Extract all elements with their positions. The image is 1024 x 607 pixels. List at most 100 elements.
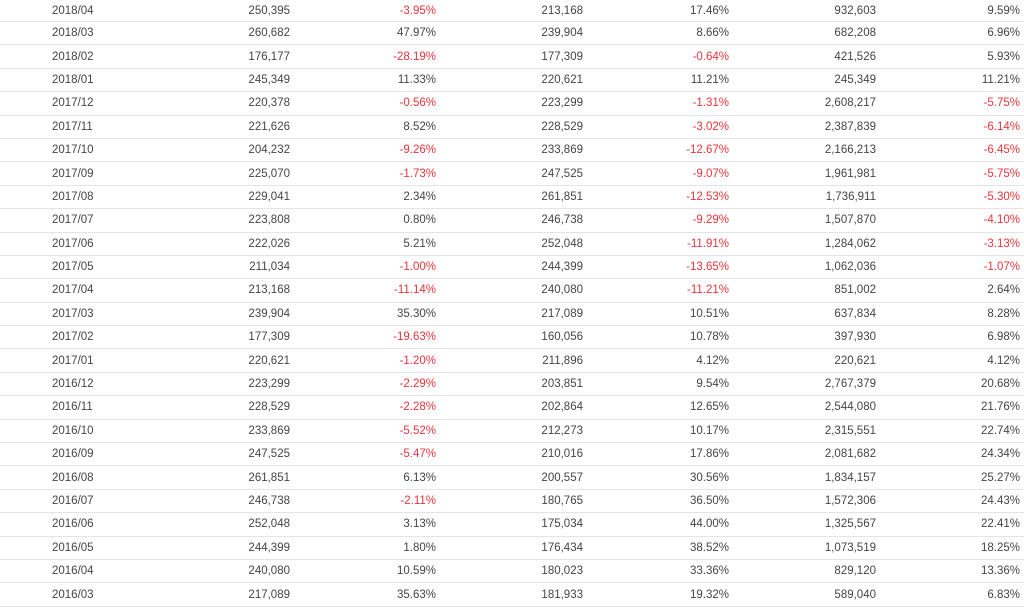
change-cell: -1.00% xyxy=(399,261,436,274)
value-cell: 260,682 xyxy=(248,27,290,40)
prior-value-cell: 177,309 xyxy=(541,50,583,63)
period-cell: 2016/08 xyxy=(52,471,94,484)
period-cell: 2017/04 xyxy=(52,284,94,297)
period-cell: 2016/10 xyxy=(52,424,94,437)
prior-value-cell: 200,557 xyxy=(541,471,583,484)
cumulative-change-cell: 20.68% xyxy=(980,378,1020,391)
change-cell: -0.56% xyxy=(399,97,436,110)
value-cell: 246,738 xyxy=(248,495,290,507)
cumulative-change-cell: -6.14% xyxy=(983,120,1020,133)
cumulative-change-cell: 25.27% xyxy=(980,471,1020,484)
yoy-change-cell: 10.78% xyxy=(689,331,729,344)
table-row: 2016/07 246,738 -2.11% 180,765 36.50% 1,572,3… xyxy=(0,490,1024,514)
prior-value-cell: 217,089 xyxy=(541,307,583,320)
period-cell: 2016/11 xyxy=(52,401,93,414)
value-cell: 211,034 xyxy=(249,261,290,274)
cumulative-change-cell: -1.07% xyxy=(983,261,1020,274)
value-cell: 222,026 xyxy=(248,237,290,250)
period-cell: 2017/08 xyxy=(52,190,94,203)
change-cell: -3.95% xyxy=(399,4,436,17)
change-cell: -5.52% xyxy=(399,424,436,437)
prior-value-cell: 160,056 xyxy=(541,331,583,344)
prior-value-cell: 233,869 xyxy=(541,144,583,157)
value-cell: 225,070 xyxy=(248,167,290,180)
table-row: 2017/02 177,309 -19.63% 160,056 10.78% 397,93… xyxy=(0,326,1024,350)
prior-value-cell: 223,299 xyxy=(541,97,583,110)
table-row: 2018/01 245,349 11.33% 220,621 11.21% 245,349… xyxy=(0,69,1024,93)
yoy-change-cell: 33.36% xyxy=(689,565,729,578)
period-cell: 2018/02 xyxy=(52,50,94,63)
table-row: 2017/03 239,904 35.30% 217,089 10.51% 637,834… xyxy=(0,303,1024,327)
prior-value-cell: 213,168 xyxy=(541,4,583,17)
value-cell: 252,048 xyxy=(248,518,290,531)
change-cell: 47.97% xyxy=(396,27,436,40)
change-cell: 11.33% xyxy=(397,73,436,86)
prior-value-cell: 252,048 xyxy=(541,237,583,250)
yoy-change-cell: 17.86% xyxy=(689,448,729,461)
prior-value-cell: 228,529 xyxy=(541,120,583,133)
cumulative-change-cell: -4.10% xyxy=(983,214,1020,227)
cumulative-change-cell: 13.36% xyxy=(980,565,1020,578)
change-cell: 1.80% xyxy=(403,541,436,554)
prior-value-cell: 176,434 xyxy=(541,541,583,554)
table-row: 2017/09 225,070 -1.73% 247,525 -9.07% 1,961,9… xyxy=(0,162,1024,186)
table-row: 2018/03 260,682 47.97% 239,904 8.66% 682,208 6… xyxy=(0,22,1024,46)
period-cell: 2017/11 xyxy=(52,120,93,133)
prior-value-cell: 211,896 xyxy=(542,354,583,367)
table-row: 2016/09 247,525 -5.47% 210,016 17.86% 2,081,6… xyxy=(0,443,1024,467)
cumulative-change-cell: 2.64% xyxy=(987,284,1020,297)
cumulative-change-cell: -3.13% xyxy=(983,237,1020,250)
period-cell: 2018/04 xyxy=(52,4,94,17)
table-row: 2017/08 229,041 2.34% 261,851 -12.53% 1,736,9… xyxy=(0,186,1024,210)
value-cell: 221,626 xyxy=(248,120,290,133)
value-cell: 228,529 xyxy=(248,401,290,414)
cumulative-change-cell: -5.30% xyxy=(983,190,1020,203)
period-cell: 2017/05 xyxy=(52,261,94,274)
cumulative-change-cell: 24.34% xyxy=(980,448,1020,461)
period-cell: 2016/07 xyxy=(52,495,94,507)
cumulative-change-cell: 4.12% xyxy=(987,354,1020,367)
period-cell: 2016/06 xyxy=(52,518,94,531)
yoy-change-cell: -12.67% xyxy=(686,144,729,157)
table-row: 2016/12 223,299 -2.29% 203,851 9.54% 2,767,37… xyxy=(0,373,1024,397)
value-cell: 223,808 xyxy=(248,214,290,227)
yoy-change-cell: 10.51% xyxy=(689,307,729,320)
cumulative-change-cell: 22.41% xyxy=(980,518,1020,531)
period-cell: 2018/03 xyxy=(52,27,94,40)
prior-value-cell: 210,016 xyxy=(541,448,583,461)
cumulative-cell: 1,736,911 xyxy=(825,190,876,203)
period-cell: 2018/01 xyxy=(52,73,94,86)
prior-value-cell: 240,080 xyxy=(541,284,583,297)
prior-value-cell: 239,904 xyxy=(541,27,583,40)
cumulative-cell: 397,930 xyxy=(834,331,876,344)
cumulative-cell: 1,961,981 xyxy=(824,167,876,180)
cumulative-cell: 2,767,379 xyxy=(824,378,876,391)
period-cell: 2017/06 xyxy=(52,237,94,250)
table-row: 2017/05 211,034 -1.00% 244,399 -13.65% 1,062,… xyxy=(0,256,1024,280)
cumulative-change-cell: 9.59% xyxy=(987,4,1020,17)
cumulative-change-cell: 6.98% xyxy=(987,331,1020,344)
period-cell: 2017/02 xyxy=(52,331,94,344)
cumulative-cell: 1,325,567 xyxy=(824,518,876,531)
cumulative-change-cell: 8.28% xyxy=(987,307,1020,320)
prior-value-cell: 180,765 xyxy=(541,495,583,507)
cumulative-cell: 1,284,062 xyxy=(824,237,876,250)
cumulative-change-cell: 24.43% xyxy=(980,495,1020,507)
period-cell: 2016/09 xyxy=(52,448,94,461)
value-cell: 223,299 xyxy=(248,378,290,391)
value-cell: 177,309 xyxy=(248,331,290,344)
cumulative-cell: 637,834 xyxy=(834,307,876,320)
yoy-change-cell: 11.21% xyxy=(690,73,729,86)
value-cell: 247,525 xyxy=(248,448,290,461)
yoy-change-cell: -12.53% xyxy=(686,190,729,203)
cumulative-cell: 829,120 xyxy=(834,565,876,578)
table-row: 2017/06 222,026 5.21% 252,048 -11.91% 1,284,0… xyxy=(0,233,1024,256)
yoy-change-cell: 10.17% xyxy=(689,424,729,437)
cumulative-change-cell: 18.25% xyxy=(980,541,1020,554)
table-row: 2017/01 220,621 -1.20% 211,896 4.12% 220,621 4… xyxy=(0,349,1024,373)
yoy-change-cell: 4.12% xyxy=(696,354,729,367)
prior-value-cell: 181,933 xyxy=(541,588,583,601)
change-cell: -2.11% xyxy=(400,495,436,507)
period-cell: 2017/10 xyxy=(52,144,94,157)
value-cell: 240,080 xyxy=(248,565,290,578)
